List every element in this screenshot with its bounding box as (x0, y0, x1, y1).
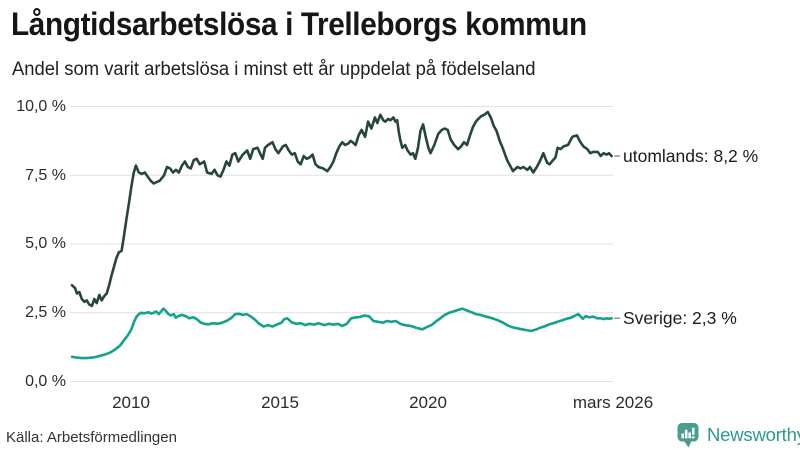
page-title: Långtidsarbetslösa i Trelleborgs kommun (11, 6, 587, 42)
y-tick-label: 0,0 % (25, 373, 66, 390)
series-end-label-sverige: Sverige: 2,3 % (623, 308, 737, 328)
x-tick-label: 2020 (409, 393, 447, 412)
brand-logo-group: Newsworthy (676, 422, 800, 448)
x-tick-label: mars 2026 (572, 393, 654, 412)
brand-name: Newsworthy (707, 424, 800, 445)
series-end-label-utomlands: utomlands: 8,2 % (623, 146, 759, 166)
newsworthy-logo-icon (677, 423, 699, 448)
line-chart-plot (70, 106, 621, 382)
y-tick-label: 2,5 % (25, 304, 66, 321)
source-note: Källa: Arbetsförmedlingen (6, 429, 177, 446)
y-tick-label: 10,0 % (16, 98, 66, 115)
chart-subtitle: Andel som varit arbetslösa i minst ett å… (12, 59, 536, 80)
y-tick-label: 7,5 % (25, 167, 66, 184)
y-tick-label: 5,0 % (25, 235, 66, 252)
x-tick-label: 2015 (261, 393, 299, 412)
x-tick-label: 2010 (112, 393, 150, 412)
